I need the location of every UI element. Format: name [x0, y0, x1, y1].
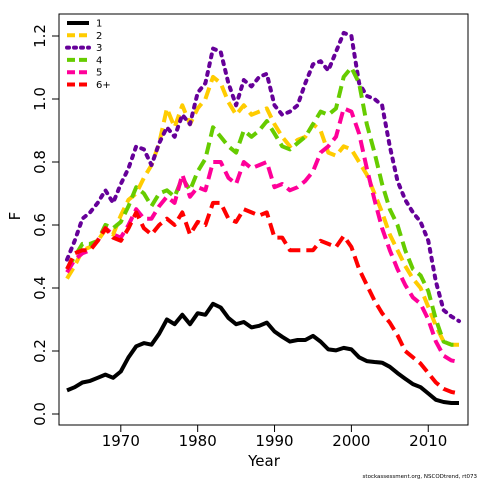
series-line-4: [65, 65, 459, 347]
series-line-6plus: [65, 200, 460, 396]
y-tick-label-4: 0.8: [31, 150, 49, 174]
x-axis: 1970 1980 1990 2000 2010: [102, 425, 447, 450]
series-line-1: [66, 301, 459, 405]
series-layer: [65, 30, 461, 405]
legend-label-1: 1: [96, 19, 102, 30]
x-tick-label-1970: 1970: [102, 432, 140, 450]
y-axis-title: F: [6, 212, 24, 221]
legend-label-4: 4: [96, 55, 102, 66]
x-tick-label-1990: 1990: [255, 432, 293, 450]
x-tick-label-2000: 2000: [332, 432, 370, 450]
legend-label-2: 2: [96, 31, 102, 42]
y-tick-label-3: 0.6: [31, 213, 49, 237]
y-tick-label-0: 0.0: [31, 402, 49, 426]
series-line-5: [65, 106, 460, 364]
plot-frame: [58, 13, 469, 426]
series-line-3: [65, 30, 461, 324]
y-axis: 0.0 0.2 0.4 0.6 0.8 1.0 1.2: [31, 24, 59, 426]
legend-label-5: 5: [96, 68, 102, 79]
y-tick-label-6: 1.2: [31, 24, 49, 48]
x-axis-title: Year: [247, 452, 281, 470]
y-tick-label-5: 1.0: [31, 87, 49, 111]
y-tick-label-2: 0.4: [31, 276, 49, 300]
legend-label-3: 3: [96, 43, 102, 54]
x-tick-label-2010: 2010: [409, 432, 447, 450]
x-tick-label-1980: 1980: [179, 432, 217, 450]
credit-text: stockassessment.org, NSCODtrend, rt073: [363, 474, 478, 480]
legend-label-6plus: 6+: [96, 80, 111, 91]
y-tick-label-1: 0.2: [31, 339, 49, 363]
